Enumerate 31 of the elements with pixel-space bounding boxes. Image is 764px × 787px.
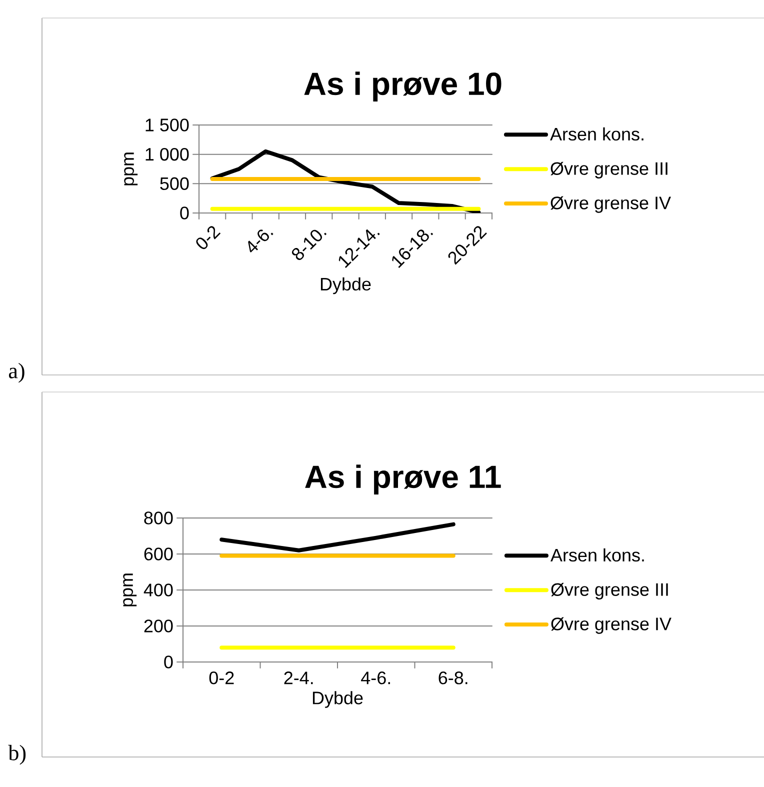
x-tick-label: 8-10. [292,230,327,260]
legend-label: Arsen kons. [550,127,644,141]
y-axis-title: ppm [124,152,138,186]
line-series [220,522,456,552]
y-tick-label: 0 [180,206,189,220]
chart-title: As i prøve 10 [304,72,502,102]
x-axis-title: Dybde [312,691,363,708]
legend-label: Øvre grense IV [551,617,672,634]
legend-label: Øvre grense III [551,582,668,600]
y-tick-label: 400 [144,584,173,596]
chart-title: As i prøve 11 [305,464,501,494]
y-axis-title: ppm [123,574,137,606]
y-tick-label: 600 [144,548,173,560]
x-tick-label: 0-2 [209,672,234,684]
y-tick-label: 500 [160,177,189,190]
legend-label: Arsen kons. [550,548,644,562]
x-tick-label: 6-8. [438,672,468,684]
text: a) [8,362,24,383]
legend-label: Øvre grense IV [550,196,671,213]
x-axis-title: Dybde [320,277,371,294]
x-tick-label: 2-4. [284,672,313,684]
y-tick-label: 0 [164,656,173,668]
y-tick-label: 800 [144,512,173,524]
y-tick-label: 200 [144,620,173,632]
x-tick-label: 0-2 [196,226,221,250]
x-tick-label: 4-6. [248,230,274,253]
y-tick-label: 1 000 [146,148,189,161]
x-tick-label: 4-6. [361,672,390,684]
legend-label: Øvre grense III [550,162,668,178]
y-tick-label: 1 500 [146,118,189,132]
text: b) [8,744,26,765]
